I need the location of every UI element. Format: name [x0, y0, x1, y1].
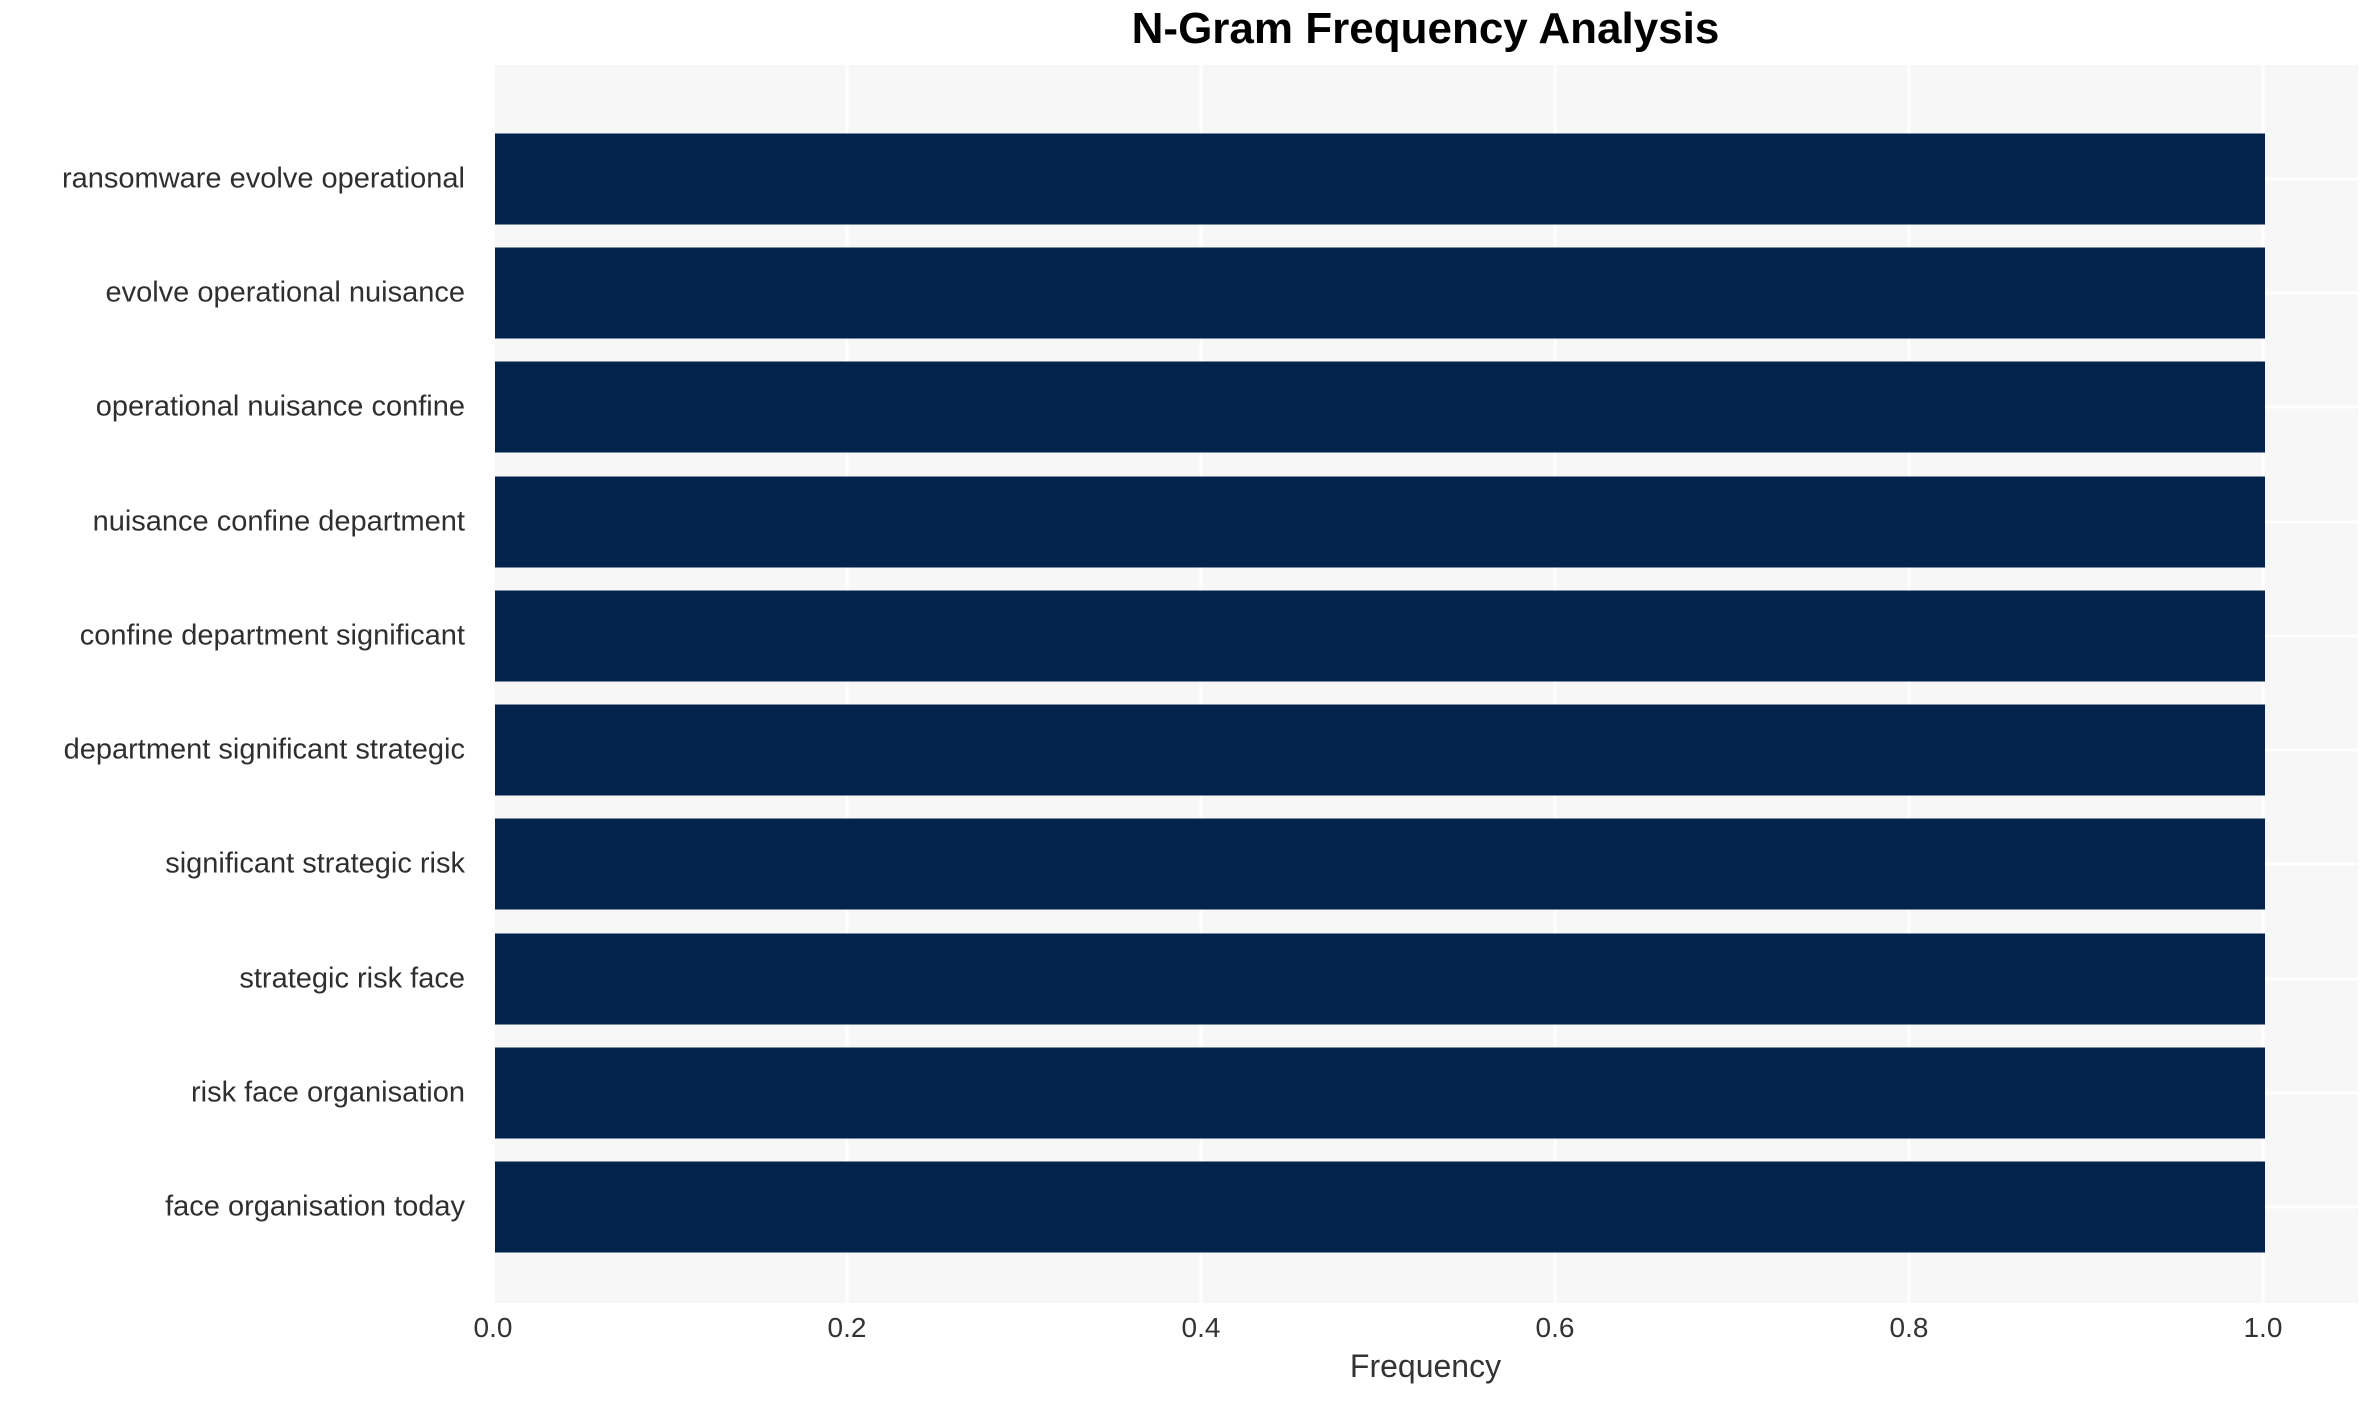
bar	[494, 704, 2265, 796]
gridline-vertical	[1553, 65, 1557, 1303]
bar	[494, 590, 2265, 682]
gridline-vertical	[1199, 65, 1203, 1303]
y-axis-label: ransomware evolve operational	[62, 162, 465, 195]
bar	[494, 818, 2265, 910]
x-axis-title: Frequency	[1349, 1348, 1502, 1384]
x-tick-label: 0.0	[473, 1312, 513, 1343]
x-tick-label: 0.6	[1535, 1312, 1575, 1343]
y-axis-label: evolve operational nuisance	[105, 276, 465, 309]
bar	[494, 133, 2265, 225]
y-axis-label: strategic risk face	[239, 962, 465, 995]
gridline-vertical	[491, 65, 495, 1303]
y-axis-label: department significant strategic	[63, 733, 465, 766]
bar	[494, 1047, 2265, 1139]
x-tick-label: 1.0	[2243, 1312, 2283, 1343]
y-axis-label: confine department significant	[79, 619, 465, 652]
bar	[494, 361, 2265, 453]
y-axis-label: face organisation today	[165, 1190, 465, 1223]
plot-area	[491, 65, 2358, 1303]
y-axis-label: risk face organisation	[190, 1076, 465, 1109]
x-axis: 0.0 0.2 0.4 0.6 0.8 1.0	[474, 1312, 2358, 1348]
x-tick-label: 0.2	[827, 1312, 867, 1343]
bar	[494, 476, 2265, 568]
gridline-vertical	[845, 65, 849, 1303]
x-tick-label: 0.4	[1181, 1312, 1221, 1343]
y-axis-label: nuisance confine department	[92, 505, 465, 538]
gridline-vertical	[2261, 65, 2265, 1303]
y-axis: ransomware evolve operational evolve oper…	[0, 65, 479, 1303]
gridline-vertical	[1907, 65, 1911, 1303]
chart-title: N-Gram Frequency Analysis	[1131, 4, 1720, 53]
bar	[494, 1161, 2265, 1253]
bar	[494, 933, 2265, 1025]
y-axis-label: operational nuisance confine	[95, 390, 465, 423]
x-tick-label: 0.8	[1889, 1312, 1929, 1343]
bar	[494, 247, 2265, 339]
y-axis-label: significant strategic risk	[165, 847, 465, 880]
